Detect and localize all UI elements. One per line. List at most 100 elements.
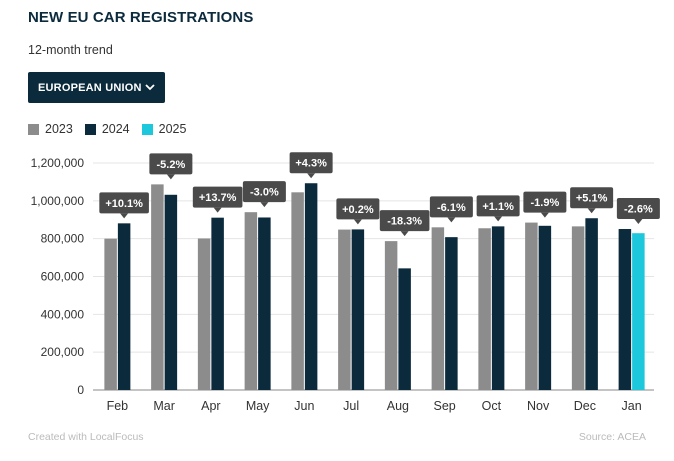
page-subtitle: 12-month trend (28, 43, 113, 57)
bar-2023[interactable] (525, 222, 538, 390)
annotation-pointer (260, 202, 269, 208)
change-annotation: +1.1% (476, 195, 520, 222)
legend-swatch (84, 123, 96, 135)
bar-2024[interactable] (538, 225, 552, 390)
legend-swatch (28, 123, 39, 135)
bar-2023[interactable] (478, 228, 491, 390)
y-tick-label: 800,000 (41, 232, 85, 246)
annotation-box (429, 196, 473, 218)
bar-2023[interactable] (197, 238, 211, 390)
footer-credit: Created with LocalFocus (28, 431, 144, 443)
annotation-pointer (353, 219, 362, 225)
y-tick-label: 200,000 (41, 345, 85, 359)
x-tick-label: Apr (201, 399, 220, 413)
change-annotation: +10.1% (99, 192, 149, 219)
bar-chart: 0 200,000 400,000 600,000 800,000 1,000,000 1,… (31, 152, 660, 413)
legend-label: 2023 (45, 122, 73, 136)
legend-label: 2024 (101, 122, 130, 136)
annotation-pointer (120, 213, 129, 219)
annotation-box (336, 198, 380, 220)
bar-2024[interactable] (258, 217, 271, 390)
x-tick-label: Dec (574, 399, 596, 413)
region-dropdown-label: EUROPEAN UNION (38, 81, 142, 94)
bar-2024[interactable] (117, 223, 131, 390)
bar-2023[interactable] (151, 184, 164, 390)
annotation-pointer (213, 207, 222, 213)
bar-2024[interactable] (618, 229, 632, 390)
annotation-box (99, 192, 149, 214)
legend-item-2025[interactable]: 2025 (141, 122, 187, 136)
bar-2024[interactable] (398, 268, 411, 390)
bar-2024[interactable] (585, 218, 598, 390)
y-tick-label: 1,200,000 (31, 156, 85, 170)
change-annotation: -6.1% (429, 196, 473, 223)
change-annotation: +13.7% (192, 186, 243, 213)
x-tick-label: Sep (434, 399, 456, 413)
bar-2024[interactable] (304, 183, 318, 390)
annotation-box (289, 152, 333, 174)
annotation-label: +1.1% (482, 201, 514, 213)
annotation-pointer (634, 219, 643, 225)
footer-source: Source: ACEA (578, 431, 646, 443)
annotation-box (192, 186, 243, 208)
change-annotation: -1.9% (523, 191, 567, 218)
annotation-label: +10.1% (105, 198, 143, 210)
bar-2023[interactable] (571, 226, 585, 390)
region-dropdown[interactable]: EUROPEAN UNION (28, 72, 165, 103)
page-title: NEW EU CAR REGISTRATIONS (28, 9, 254, 26)
bar-2024[interactable] (211, 217, 224, 390)
annotation-label: +13.7% (199, 192, 237, 204)
annotation-pointer (400, 231, 409, 237)
change-annotation: -5.2% (149, 153, 193, 180)
x-tick-label: Jan (622, 399, 642, 413)
annotation-label: -6.1% (437, 202, 466, 214)
legend-label: 2025 (158, 122, 187, 136)
annotation-label: -1.9% (531, 197, 560, 209)
annotation-box (379, 210, 430, 232)
x-tick-label: Nov (527, 399, 550, 413)
annotation-label: -5.2% (157, 159, 186, 171)
chevron-down-icon (145, 84, 155, 91)
bar-2024[interactable] (491, 226, 505, 390)
annotation-label: -18.3% (387, 216, 422, 228)
bar-2023[interactable] (384, 241, 398, 390)
x-tick-label: Jul (343, 399, 359, 413)
annotation-box (242, 181, 286, 203)
y-tick-label: 400,000 (41, 307, 85, 321)
y-tick-label: 1,000,000 (31, 194, 85, 208)
bar-2025[interactable] (632, 233, 645, 390)
x-tick-label: Mar (153, 399, 175, 413)
annotation-box (476, 195, 520, 217)
legend-item-2024[interactable]: 2024 (84, 122, 130, 136)
bar-2023[interactable] (244, 212, 258, 390)
annotation-label: +4.3% (295, 158, 327, 170)
y-tick-label: 0 (77, 383, 84, 397)
y-tick-label: 600,000 (41, 270, 85, 284)
annotation-pointer (307, 173, 316, 179)
change-annotation: +5.1% (570, 187, 614, 214)
bar-2023[interactable] (291, 192, 304, 390)
change-annotation: -18.3% (379, 210, 430, 237)
bar-2024[interactable] (164, 194, 178, 390)
bar-2024[interactable] (445, 237, 458, 390)
x-tick-label: Aug (387, 399, 409, 413)
change-annotation: +0.2% (336, 198, 380, 225)
annotation-label: -2.6% (624, 204, 653, 216)
bar-2023[interactable] (338, 229, 351, 390)
legend-swatch (141, 123, 153, 135)
legend-item-2023[interactable]: 2023 (28, 122, 73, 136)
annotation-label: -3.0% (250, 187, 279, 199)
x-tick-label: Feb (107, 399, 129, 413)
bar-2023[interactable] (431, 227, 445, 390)
annotation-box (149, 153, 193, 175)
x-tick-label: Oct (482, 399, 502, 413)
annotation-box (523, 191, 567, 213)
change-annotation: -3.0% (242, 181, 286, 208)
chart-legend: 2023 2024 2025 (28, 122, 198, 136)
annotation-pointer (587, 208, 596, 214)
change-annotation: -2.6% (616, 198, 660, 225)
bar-2023[interactable] (104, 238, 117, 390)
annotation-label: +0.2% (342, 204, 374, 216)
x-tick-label: Jun (294, 399, 314, 413)
bar-2024[interactable] (351, 229, 365, 390)
